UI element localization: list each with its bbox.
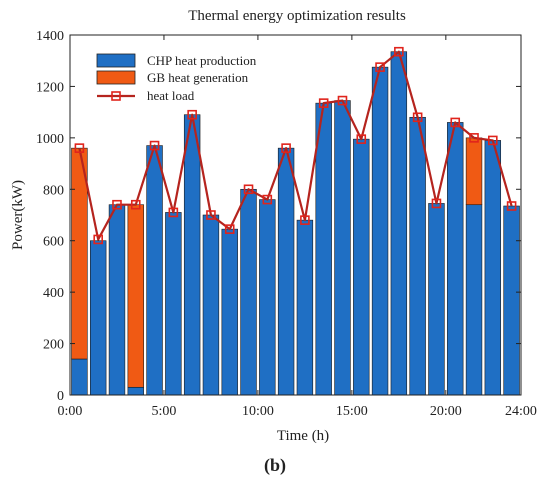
bar-gb-1 [71,147,88,360]
heat-load-marker-22 [469,133,479,143]
y-tick-label: 1200 [36,80,64,95]
heat-load-marker-23 [488,135,498,146]
x-tick-label: 15:00 [336,404,368,419]
x-tick-label: 0:00 [58,404,83,419]
y-tick-label: 0 [57,389,64,404]
heat-load-marker-3 [112,199,122,210]
y-axis-label: Power(kW) [10,180,26,250]
ticks-layer: 0 200 400 600 800 1000 1200 1400 0:00 5:00 10:00 15… [36,29,537,419]
bar-chp-5 [146,145,163,396]
y-tick-label: 800 [43,183,64,198]
x-tick-label: 20:00 [430,404,462,419]
bar-chp-3 [108,204,126,396]
bar-chp-15 [334,100,351,396]
bar-chp-18 [390,51,408,396]
bar-chp-13 [296,219,314,396]
legend: CHP heat production GB heat generation h… [96,53,257,103]
bar-chp-24 [503,205,520,396]
bars-layer [71,51,520,396]
heat-load-marker-18 [394,46,404,57]
bar-chp-6 [165,212,182,396]
bar-chp-14 [315,102,332,396]
heat-load-marker-24 [506,201,517,211]
bar-chp-2 [90,240,107,396]
y-tick-label: 200 [43,338,64,353]
bar-chp-16 [353,138,370,396]
x-tick-label: 10:00 [242,404,274,419]
bar-chp-19 [409,116,426,396]
bar-chp-20 [428,203,445,396]
y-tick-label: 600 [43,235,64,250]
bar-chp-23 [484,140,502,396]
y-tick-label: 400 [43,286,64,301]
bar-gb-4 [127,204,144,388]
heat-load-marker-11 [262,194,273,205]
bar-chp-22 [465,204,483,396]
legend-text-load: heat load [147,88,195,103]
heat-load-marker-14 [318,98,329,108]
heat-load-marker-15 [337,95,348,106]
plot-frame [69,34,522,396]
x-axis-label: Time (h) [277,428,329,444]
heat-load-marker-8 [206,210,216,220]
legend-swatch-gb [96,70,136,85]
heat-load-marker-17 [375,62,385,72]
legend-swatch-chp [96,53,136,68]
bar-chp-12 [277,147,295,396]
heat-load-marker-12 [281,143,291,153]
heat-load-marker-9 [224,224,235,234]
bar-gb-22 [465,137,483,206]
y-tick-label: 1400 [36,29,64,44]
legend-text-chp: CHP heat production [147,53,257,68]
bar-chp-21 [447,122,464,396]
legend-text-gb: GB heat generation [147,70,249,85]
legend-marker-load [111,91,121,101]
chart-title: Thermal energy optimization results [188,8,406,24]
y-tick-label: 1000 [36,132,64,147]
bar-chp-7 [183,114,201,396]
heat-load-marker-19 [412,112,423,123]
bar-chp-8 [202,214,220,396]
x-tick-label: 24:00 [505,404,537,419]
heat-load-marker-2 [93,234,103,245]
x-tick-label: 5:00 [152,404,177,419]
heat-load-marker-6 [168,207,179,218]
heat-load-marker-1 [74,143,85,153]
heat-load-marker-7 [187,109,197,120]
bar-chp-9 [221,228,238,396]
heat-load-marker-10 [243,184,254,195]
heat-load-marker-4 [130,199,141,210]
bar-chp-11 [259,199,276,396]
heat-load-marker-13 [300,215,310,225]
line-layer [74,46,517,245]
panel-label: (b) [264,455,286,476]
heat-load-marker-16 [356,134,367,144]
heat-load-marker-20 [431,198,442,209]
heat-load-marker-21 [450,117,461,128]
heat-load-line [78,50,513,241]
bar-chp-1 [71,358,88,396]
bar-chp-4 [127,386,144,396]
bar-chp-17 [371,66,389,396]
bar-chp-10 [240,188,257,396]
heat-load-marker-5 [149,140,160,151]
